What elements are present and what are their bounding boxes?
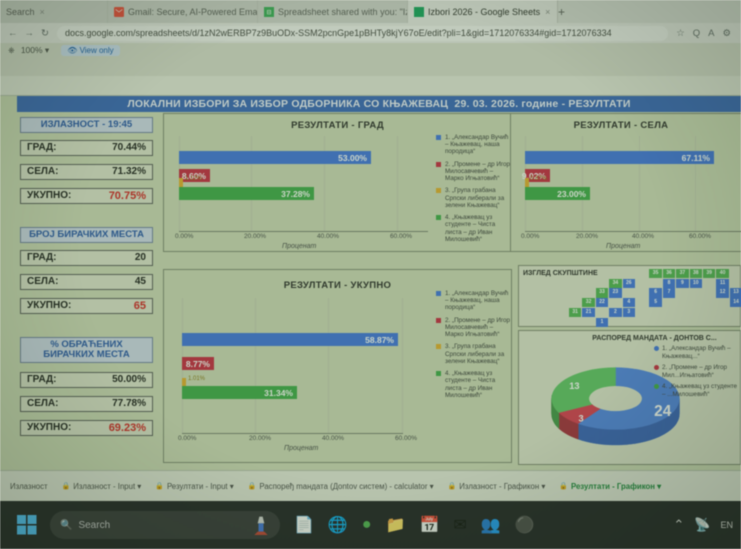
svg-text:24: 24 (654, 403, 672, 420)
svg-text:3: 3 (579, 413, 584, 423)
svg-text:⊟: ⊟ (267, 10, 272, 16)
svg-text:13: 13 (569, 381, 579, 391)
